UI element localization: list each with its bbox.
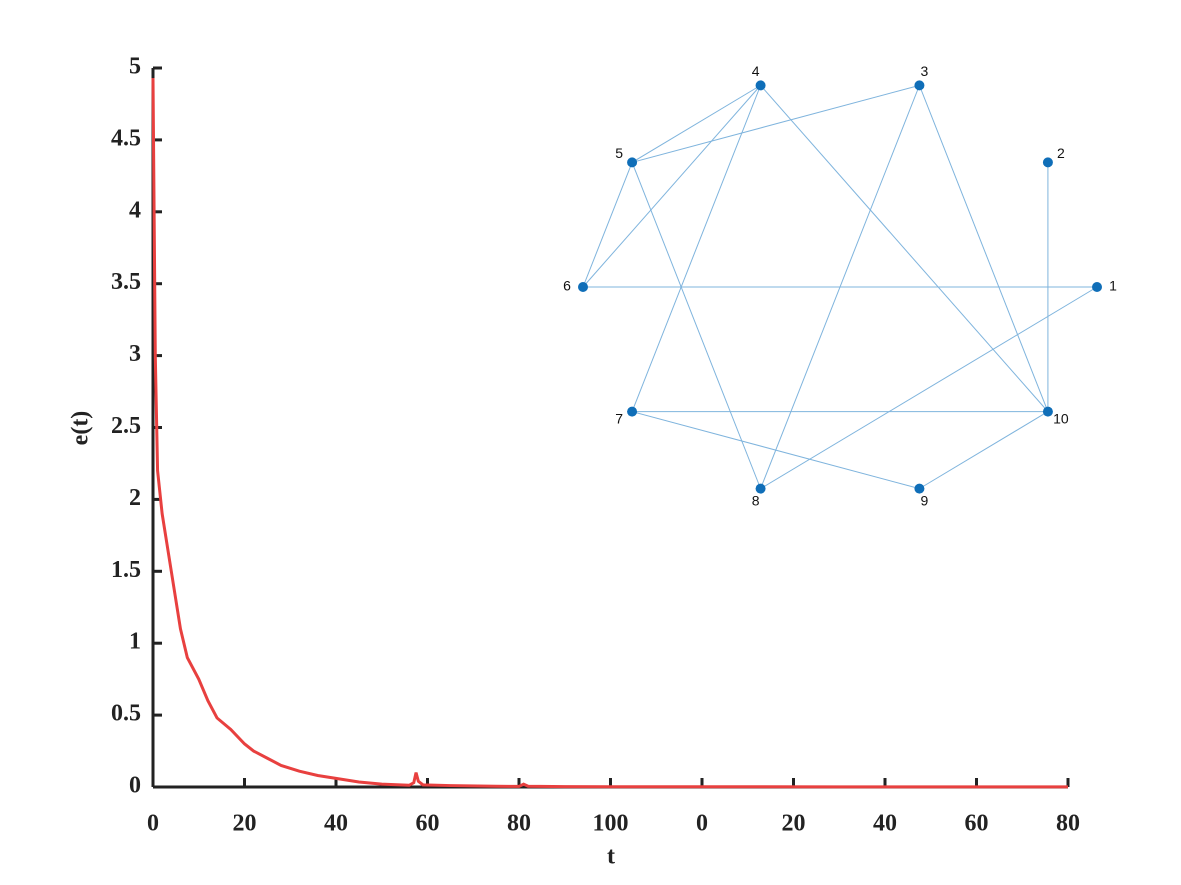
y-tick-label: 3 bbox=[129, 341, 141, 367]
x-tick-label: 20 bbox=[782, 811, 806, 837]
node-label: 2 bbox=[1057, 145, 1065, 161]
data-line bbox=[151, 78, 1068, 789]
graph-edge bbox=[760, 286, 1098, 490]
graph-edge bbox=[631, 411, 920, 490]
y-tick-label: 3.5 bbox=[111, 269, 141, 295]
node-label: 3 bbox=[920, 63, 928, 79]
y-tick-label: 2.5 bbox=[111, 413, 141, 439]
y-tick-label: 0 bbox=[129, 773, 141, 799]
graph-edge bbox=[631, 84, 761, 163]
y-tick-label: 4 bbox=[129, 197, 141, 223]
x-tick-label: 100 bbox=[593, 811, 629, 837]
node-label: 1 bbox=[1109, 278, 1117, 294]
x-tick-label: 0 bbox=[696, 811, 708, 837]
graph-edge bbox=[760, 85, 1049, 412]
graph-node bbox=[914, 483, 925, 494]
y-tick-label: 5 bbox=[129, 54, 141, 80]
y-tick-label: 1 bbox=[129, 629, 141, 655]
x-tick-label: 20 bbox=[233, 811, 257, 837]
graph-node bbox=[578, 282, 588, 292]
graph-node bbox=[627, 157, 638, 168]
x-tick-label: 60 bbox=[416, 811, 440, 837]
y-tick-label: 4.5 bbox=[111, 125, 141, 151]
graph-edge bbox=[919, 411, 1049, 490]
x-tick-label: 40 bbox=[324, 811, 348, 837]
graph-edge bbox=[631, 85, 762, 412]
graph-node bbox=[755, 80, 766, 91]
x-axis-label: t bbox=[607, 844, 615, 870]
y-tick-label: 2 bbox=[129, 485, 141, 511]
y-tick-label: 1.5 bbox=[111, 557, 141, 583]
graph-node bbox=[755, 483, 766, 494]
graph-node bbox=[1042, 406, 1053, 417]
graph-node bbox=[1042, 157, 1053, 168]
node-label: 5 bbox=[615, 145, 623, 161]
graph-edge bbox=[582, 162, 633, 288]
node-label: 10 bbox=[1053, 411, 1069, 427]
node-label: 4 bbox=[752, 63, 760, 79]
graph-edge bbox=[582, 85, 761, 288]
x-tick-label: 40 bbox=[873, 811, 897, 837]
graph-edge bbox=[631, 162, 762, 489]
y-axis-label: e(t) bbox=[68, 411, 94, 446]
graph-node bbox=[627, 406, 638, 417]
x-tick-label: 80 bbox=[1056, 811, 1080, 837]
x-tick-label: 0 bbox=[147, 811, 159, 837]
node-label: 8 bbox=[752, 493, 760, 509]
graph-node bbox=[914, 80, 925, 91]
x-tick-label: 80 bbox=[507, 811, 531, 837]
x-tick-label: 60 bbox=[965, 811, 989, 837]
y-tick-label: 0.5 bbox=[111, 701, 141, 727]
node-label: 7 bbox=[615, 411, 623, 427]
graph-edge bbox=[918, 85, 1049, 412]
graph-edge bbox=[631, 84, 920, 163]
node-label: 9 bbox=[920, 493, 928, 509]
graph-node bbox=[1092, 282, 1102, 292]
node-label: 6 bbox=[563, 278, 571, 294]
